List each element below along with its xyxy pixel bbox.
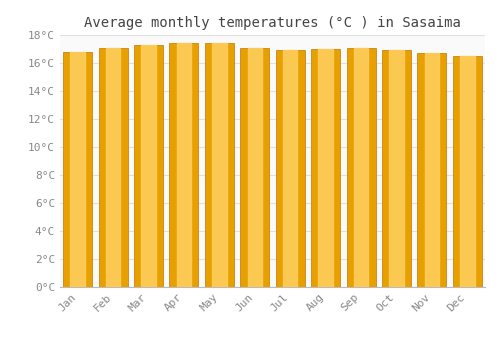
Bar [283,50,298,287]
Bar [240,48,270,287]
Bar [134,45,163,287]
Bar [106,48,120,287]
Bar [453,56,482,287]
Bar [212,43,226,287]
Bar [142,45,156,287]
Title: Average monthly temperatures (°C ) in Sasaima: Average monthly temperatures (°C ) in Sa… [84,16,461,30]
Bar [389,50,404,287]
Bar [424,53,439,287]
Bar [205,43,234,287]
Bar [248,48,262,287]
Bar [98,48,128,287]
Bar [460,56,474,287]
Bar [63,52,92,287]
Bar [170,43,198,287]
Bar [354,48,368,287]
Bar [346,48,376,287]
Bar [276,50,304,287]
Bar [318,49,333,287]
Bar [418,53,446,287]
Bar [70,52,85,287]
Bar [176,43,191,287]
Bar [311,49,340,287]
Bar [382,50,411,287]
